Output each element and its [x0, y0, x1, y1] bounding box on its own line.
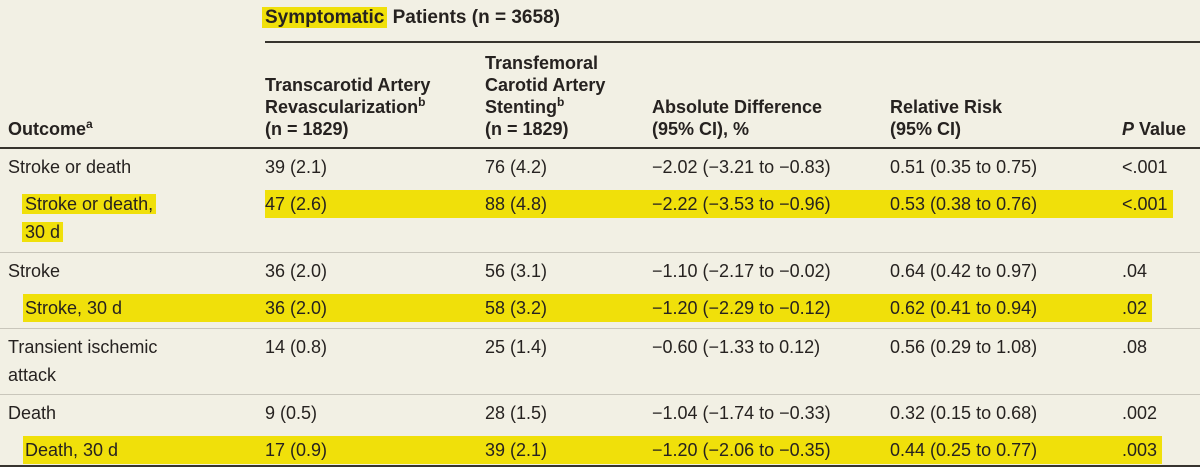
- tcar-cell: 39 (2.1): [265, 157, 328, 177]
- tfcas-cell: 88 (4.8): [485, 186, 652, 252]
- highlight-mark: Symptomatic: [262, 7, 388, 28]
- highlight-mark: Stroke or death,: [22, 194, 157, 214]
- table-row: Stroke or death 39 (2.1) 76 (4.2) −2.02 (−3…: [0, 148, 1200, 186]
- table-row: Death 9 (0.5) 28 (1.5) −1.04 (−1.74 to −0.3…: [0, 393, 1200, 432]
- rel-risk-cell: 0.44 (0.25 to 0.77): [890, 432, 1118, 466]
- tcar-cell: 9 (0.5): [265, 393, 485, 432]
- p-value-cell: .08: [1118, 327, 1200, 394]
- abs-diff-cell: −2.02 (−3.21 to −0.83): [652, 157, 831, 177]
- column-header-row: Outcomea Transcarotid Artery Revasculariza…: [0, 42, 1200, 149]
- outcome-cell: Stroke: [0, 251, 265, 290]
- table-row: Transient ischemic attack 14 (0.8) 25 (1.4)…: [0, 327, 1200, 394]
- table-row: Stroke or death, 30 d 47 (2.6) 88 (4.8) −2.2…: [0, 186, 1200, 252]
- spanner-spacer: [0, 0, 265, 42]
- tfcas-cell: 76 (4.2): [485, 157, 548, 177]
- abs-diff-cell: −1.20 (−2.06 to −0.35): [652, 432, 890, 466]
- column-header-rel-risk: Relative Risk (95% CI): [890, 42, 1118, 149]
- tcar-cell: 14 (0.8): [265, 327, 485, 394]
- tfcas-cell: 58 (3.2): [485, 290, 652, 328]
- rel-risk-cell: 0.64 (0.42 to 0.97): [890, 251, 1118, 290]
- highlight-mark: .003: [1118, 436, 1163, 464]
- tfcas-cell: 39 (2.1): [485, 432, 652, 466]
- abs-diff-cell: −0.60 (−1.33 to 0.12): [652, 327, 890, 394]
- rel-risk-cell: 0.51 (0.35 to 0.75): [890, 157, 1038, 177]
- highlight-mark: <.001: [1118, 190, 1173, 218]
- tcar-cell: 36 (2.0): [265, 251, 485, 290]
- table-row: Stroke, 30 d 36 (2.0) 58 (3.2) −1.20 (−2.29…: [0, 290, 1200, 328]
- tcar-cell: 17 (0.9): [265, 432, 485, 466]
- table-header: Symptomatic Patients (n = 3658) Outcomea…: [0, 0, 1200, 149]
- tfcas-cell: 56 (3.1): [485, 251, 652, 290]
- rel-risk-cell: 0.56 (0.29 to 1.08): [890, 327, 1118, 394]
- p-value-cell: .003: [1118, 432, 1200, 466]
- rel-risk-cell: 0.53 (0.38 to 0.76): [890, 186, 1118, 252]
- outcome-cell: Stroke or death: [8, 157, 132, 177]
- outcome-cell: Stroke, 30 d: [0, 290, 265, 328]
- rel-risk-cell: 0.62 (0.41 to 0.94): [890, 290, 1118, 328]
- column-header-outcome: Outcomea: [0, 42, 265, 149]
- p-value-cell: .002: [1118, 393, 1200, 432]
- p-value-cell: .02: [1118, 290, 1200, 328]
- abs-diff-cell: −1.04 (−1.74 to −0.33): [652, 393, 890, 432]
- abs-diff-cell: −1.10 (−2.17 to −0.02): [652, 251, 890, 290]
- tfcas-cell: 25 (1.4): [485, 327, 652, 394]
- table-body: Stroke or death 39 (2.1) 76 (4.2) −2.02 (−3…: [0, 148, 1200, 466]
- abs-diff-cell: −2.22 (−3.53 to −0.96): [652, 186, 890, 252]
- column-header-p-value: P Value: [1118, 42, 1200, 149]
- highlight-mark: 30 d: [22, 222, 64, 242]
- table-row: Death, 30 d 17 (0.9) 39 (2.1) −1.20 (−2.06 …: [0, 432, 1200, 466]
- p-value-cell: <.001: [1122, 157, 1168, 177]
- column-header-abs-diff: Absolute Difference (95% CI), %: [652, 42, 890, 149]
- outcome-cell: Death, 30 d: [0, 432, 265, 466]
- abs-diff-cell: −1.20 (−2.29 to −0.12): [652, 290, 890, 328]
- outcome-cell: Death: [0, 393, 265, 432]
- tcar-cell: 47 (2.6): [265, 186, 485, 252]
- outcome-cell: Stroke or death, 30 d: [0, 186, 265, 252]
- tcar-cell: 36 (2.0): [265, 290, 485, 328]
- column-header-tcar: Transcarotid Artery Revascularizationb (n …: [265, 42, 485, 149]
- outcome-cell: Transient ischemic attack: [0, 327, 265, 394]
- rel-risk-cell: 0.32 (0.15 to 0.68): [890, 393, 1118, 432]
- p-value-cell: <.001: [1118, 186, 1200, 252]
- column-header-tfcas: Transfemoral Carotid Artery Stentingb (n = …: [485, 42, 652, 149]
- tfcas-cell: 28 (1.5): [485, 393, 652, 432]
- highlight-mark: .02: [1118, 294, 1153, 322]
- table-row: Stroke 36 (2.0) 56 (3.1) −1.10 (−2.17 to −0…: [0, 251, 1200, 290]
- p-value-cell: .04: [1118, 251, 1200, 290]
- spanner-row: Symptomatic Patients (n = 3658): [0, 0, 1200, 43]
- spanner-text: Patients (n = 3658): [387, 7, 560, 28]
- table-spanner-header: Symptomatic Patients (n = 3658): [262, 0, 1200, 43]
